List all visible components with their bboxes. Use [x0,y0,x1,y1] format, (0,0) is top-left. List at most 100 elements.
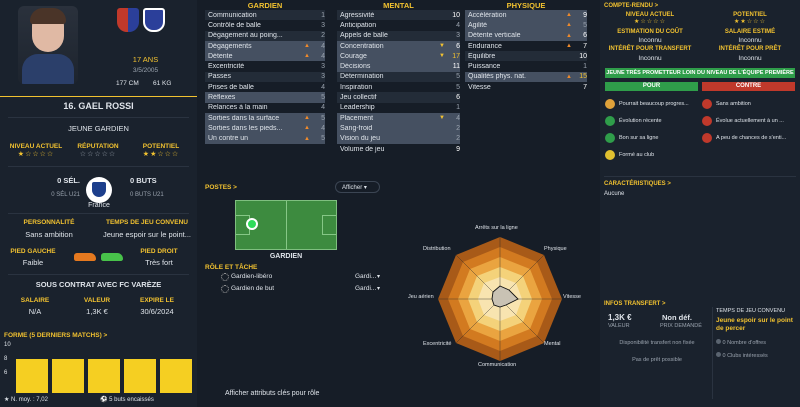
attribute-row[interactable]: Anticipation 4 [340,21,460,29]
con-icon [702,115,712,126]
scout-title[interactable]: COMPTE-RENDU > [604,3,659,9]
loan-status: Pas de prêt possible [632,357,682,363]
attribute-row[interactable]: Accélération ▲ 9 [465,10,587,21]
attribute-row[interactable]: Placement ▼ 4 [337,112,460,124]
attribute-row[interactable]: Dégagement au poing... 2 [205,30,325,41]
goalkeeper-position-marker[interactable] [246,218,258,230]
pro-item: Pourrait beaucoup progres... [605,95,700,112]
form-bar[interactable] [124,359,156,393]
attribute-row[interactable]: Leadership 1 [340,104,460,112]
france-badge-icon[interactable] [86,177,112,203]
attribute-row[interactable]: Un contre un ▲ 5 [205,133,325,144]
attribute-row[interactable]: Vitesse 7 [468,83,587,91]
transfer-interest: Inconnu [638,55,662,62]
show-dropdown[interactable]: Afficher ▾ [335,181,380,193]
radar-label-speed: Vitesse [563,294,581,300]
con-item: Évolue actuellement à un ... [702,112,798,129]
form-bar[interactable] [16,358,48,393]
radar-label-communication: Communication [478,362,517,368]
form-axis: 10 8 6 [4,342,11,376]
transfer-availability: Disponibilité transfert non fixée [619,340,695,346]
traits-title[interactable]: CARACTÉRISTIQUES > [604,181,671,187]
goals-u21: 0 BUTS U21 [130,192,164,198]
pro-icon [605,149,615,160]
attribute-row[interactable]: Endurance ▲ 7 [468,42,587,50]
scout-potential-stars: ★★☆☆☆ [734,19,766,25]
radar-label-aerial: Jeu aérien [408,294,434,300]
clubs-interested: 0 Clubs intéressés [716,352,768,359]
attribute-row[interactable]: Décisions 11 [337,61,460,72]
attribute-row[interactable]: Puissance 1 [468,63,587,71]
attribute-row[interactable]: Relances à la main 4 [208,104,325,112]
attribute-row[interactable]: Vision du jeu 2 [337,133,460,144]
attribute-row[interactable]: Prises de balle 4 [208,83,325,91]
divider [0,96,197,97]
form-bar[interactable] [160,359,192,393]
physical-title: PHYSIQUE [506,1,546,10]
attribute-row[interactable]: Courage ▼ 17 [337,51,460,62]
pros-list: Pourrait beaucoup progres... Évolution ré… [605,95,700,163]
transfer-value: 1,3K € [608,313,632,322]
progress-up-icon: ▲ [304,135,310,142]
attribute-row[interactable]: Sorties dans la surface ▲ 5 [205,112,325,124]
attribute-row[interactable]: Qualités phys. nat. ▲ 15 [465,71,587,83]
attribute-row[interactable]: Sang-froid 2 [337,123,460,134]
radar-label-shot-stopping: Arrêts sur la ligne [475,225,518,231]
club-crest-icon[interactable] [117,8,139,32]
mental-title: MENTAL [383,1,414,10]
progress-up-icon: ▲ [304,53,310,60]
personality: Sans ambition [25,230,73,239]
club-crest-2-icon[interactable] [143,8,165,32]
attribute-row[interactable]: Concentration ▼ 6 [337,40,460,52]
chevron-down-icon[interactable]: ▾ [377,286,381,292]
form-title[interactable]: FORME (5 DERNIERS MATCHS) > [4,332,108,339]
player-role: JEUNE GARDIEN [68,124,129,133]
positions-title[interactable]: POSTES > [205,184,237,191]
form-bar[interactable] [88,359,120,393]
attribute-row[interactable]: Réflexes 5 [205,92,325,103]
progress-up-icon: ▲ [566,12,572,19]
progress-up-icon: ▲ [566,32,572,39]
attribute-row[interactable]: Inspiration 5 [340,83,460,91]
position-name: GARDIEN [269,253,303,260]
attribute-row[interactable]: Détente verticale ▲ 6 [465,30,587,41]
transfer-info-title[interactable]: INFOS TRANSFERT > [604,301,666,307]
role-row-sweeper-keeper[interactable]: Gardien-libéro Gardi... ▾ [205,273,385,285]
attribute-row[interactable]: Dégagements ▲ 4 [205,40,325,52]
chevron-down-icon[interactable]: ▾ [377,274,381,280]
attribute-row[interactable]: Communication 1 [205,10,325,21]
attribute-row[interactable]: Détente ▲ 4 [205,51,325,62]
attribute-row[interactable]: Volume de jeu 9 [340,145,460,153]
attribute-row[interactable]: Agressivité 10 [337,10,460,21]
attribute-row[interactable]: Agilité ▲ 5 [465,20,587,31]
loan-interest: Inconnu [738,55,762,62]
attribute-row[interactable]: Jeu collectif 6 [337,92,460,103]
attribute-row[interactable]: Contrôle de balle 3 [208,21,325,29]
pro-item: Bon sur sa ligne [605,129,700,146]
attribute-row[interactable]: Appels de balle 3 [337,30,460,41]
attribute-row[interactable]: Équilibre 10 [465,51,587,62]
pro-item: Évolution récente [605,112,700,129]
radar-label-mental: Mental [544,341,561,347]
goals: 0 BUTS [130,176,157,185]
player-name: 16. GAEL ROSSI [63,101,134,111]
contract-expiry: 30/6/2024 [140,307,174,316]
player-height: 177 CM [116,80,139,87]
asking-price: Non déf. [662,313,692,322]
show-key-attributes-link[interactable]: Afficher attributs clés pour rôle [225,390,320,397]
caps-u21: 0 SÉL U21 [51,192,80,198]
progress-down-icon: ▼ [439,53,445,60]
radar-label-physical: Physique [544,246,567,252]
attribute-row[interactable]: Passes 3 [205,71,325,83]
attribute-row[interactable]: Excentricité 3 [208,63,325,71]
progress-up-icon: ▲ [304,115,310,122]
attribute-row[interactable]: Sorties dans les pieds... ▲ 4 [205,123,325,134]
form-bar[interactable] [52,359,84,393]
progress-up-icon: ▲ [566,43,572,50]
cons-header: CONTRE [702,82,795,91]
scout-report-panel: COMPTE-RENDU > NIVEAU ACTUEL ★☆☆☆☆ POTEN… [600,0,800,407]
role-row-goalkeeper[interactable]: Gardien de but Gardi... ▾ [205,285,385,297]
progress-down-icon: ▼ [439,43,445,50]
player-avatar [18,6,78,84]
attribute-row[interactable]: Détermination 5 [337,71,460,83]
